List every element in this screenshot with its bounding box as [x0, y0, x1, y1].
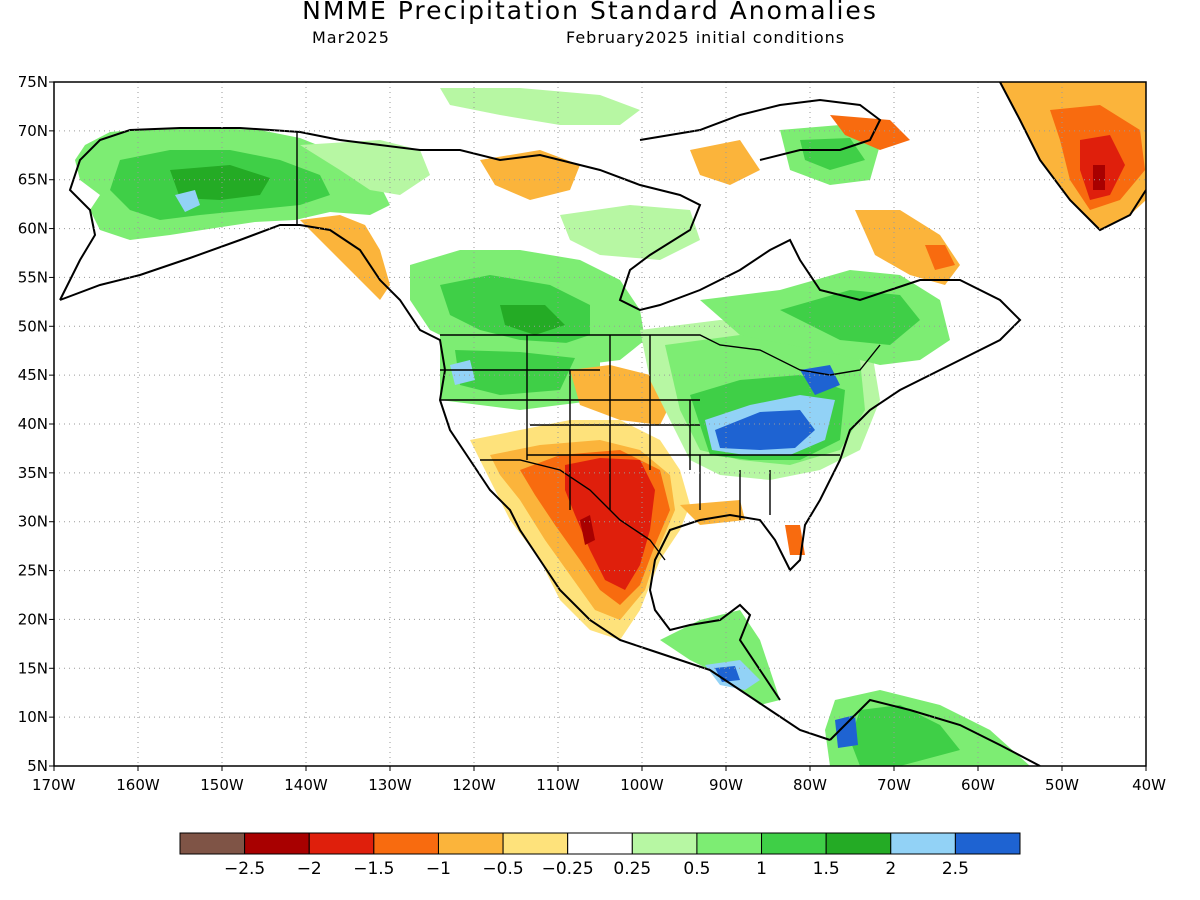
colorbar-label: 2: [885, 859, 896, 879]
colorbar-label: −1.5: [353, 859, 394, 879]
anomaly-nw-canada-wet: [300, 140, 430, 195]
colorbar-swatch: [825, 832, 892, 855]
lon-label: 130W: [368, 776, 412, 794]
anomaly-florida-dry: [785, 525, 805, 555]
colorbar-label: −0.25: [542, 859, 594, 879]
lon-label: 40W: [1132, 776, 1166, 794]
colorbar-labels: −2.5 −2 −1.5 −1 −0.5 −0.25 0.25 0.5 1 1.5 2 2.5: [224, 859, 969, 879]
initial-conditions-label: February2025 initial conditions: [566, 28, 846, 47]
lat-label: 35N: [18, 464, 48, 482]
valid-month-label: Mar2025: [312, 28, 390, 47]
political-borders: [296, 132, 881, 561]
colorbar-label: 2.5: [942, 859, 969, 879]
lon-label: 100W: [620, 776, 664, 794]
anomaly-northwest-very-wet: [455, 350, 575, 395]
axis-ticks: [49, 81, 1147, 771]
lat-label: 40N: [18, 415, 48, 433]
colorbar: [179, 832, 1021, 855]
anomaly-baffin-dry: [830, 115, 910, 150]
colorbar-swatch: [373, 832, 439, 855]
lat-label: 10N: [18, 708, 48, 726]
colorbar-label: 0.25: [613, 859, 651, 879]
anomaly-prairies-core: [500, 305, 565, 335]
lat-label: 70N: [18, 122, 48, 140]
colorbar-swatch: [696, 832, 763, 855]
colorbar-swatch: [567, 832, 633, 855]
colorbar-swatch: [631, 832, 698, 855]
colorbar-label: 0.5: [683, 859, 710, 879]
anomaly-greenland-core: [1093, 165, 1105, 190]
lon-label: 90W: [709, 776, 743, 794]
lon-label: 150W: [200, 776, 244, 794]
colorbar-label: −0.5: [482, 859, 523, 879]
graticule: [54, 82, 1146, 766]
colorbar-swatch: [761, 832, 827, 855]
lat-label: 50N: [18, 317, 48, 335]
lat-label: 15N: [18, 659, 48, 677]
lon-label: 50W: [1045, 776, 1079, 794]
colorbar-swatch: [437, 832, 504, 855]
colorbar-label: −2.5: [224, 859, 265, 879]
colorbar-label: 1.5: [813, 859, 840, 879]
lon-label: 170W: [32, 776, 76, 794]
anomaly-colombia-blue: [835, 715, 858, 748]
lon-label: 160W: [116, 776, 160, 794]
anomaly-plains-dry: [570, 365, 670, 425]
anomaly-quebec-very-wet: [780, 290, 920, 345]
colorbar-swatch: [308, 832, 375, 855]
anomaly-yukon-dry: [300, 215, 390, 300]
anomaly-ohio-valley-core: [715, 410, 815, 450]
latitude-labels: 75N 70N 65N 60N 55N 50N 45N 40N 35N 30N 25N 20N 15N 1…: [18, 73, 48, 775]
colorbar-label: 1: [756, 859, 767, 879]
lat-label: 65N: [18, 171, 48, 189]
lat-label: 45N: [18, 366, 48, 384]
anomaly-south-america-very-wet: [850, 705, 960, 766]
colorbar-label: −1: [426, 859, 451, 879]
anomaly-arctic-dry-2: [690, 140, 760, 185]
lat-label: 25N: [18, 562, 48, 580]
lon-label: 60W: [961, 776, 995, 794]
anomaly-ellesmere-wet: [440, 88, 640, 125]
anomaly-montana-blue: [450, 360, 475, 385]
anomaly-texas-strong-dry: [565, 458, 655, 590]
lon-label: 70W: [877, 776, 911, 794]
lon-label: 120W: [452, 776, 496, 794]
coastlines: [59, 82, 1146, 766]
lon-label: 140W: [284, 776, 328, 794]
anomaly-gulf-dry: [680, 500, 745, 525]
anomaly-texas-core: [580, 515, 595, 545]
colorbar-label: −2: [297, 859, 322, 879]
lat-label: 5N: [27, 757, 48, 775]
lon-label: 80W: [793, 776, 827, 794]
longitude-labels: 170W 160W 150W 140W 130W 120W 110W 100W 90W 80W 70…: [32, 776, 1166, 794]
lat-label: 30N: [18, 513, 48, 531]
colorbar-swatch: [244, 832, 310, 855]
colorbar-swatch: [179, 832, 246, 855]
anomaly-baffin-very-wet: [800, 138, 865, 170]
lat-label: 55N: [18, 268, 48, 286]
lat-label: 75N: [18, 73, 48, 91]
colorbar-swatch: [890, 832, 956, 855]
chart-title: NMME Precipitation Standard Anomalies: [302, 0, 878, 25]
lat-label: 20N: [18, 610, 48, 628]
anomaly-labrador-moderate: [925, 245, 955, 270]
lat-label: 60N: [18, 220, 48, 238]
anomaly-arctic-dry: [480, 150, 580, 200]
colorbar-swatch: [954, 832, 1021, 855]
lon-label: 110W: [536, 776, 580, 794]
anomaly-alaska-blue: [175, 190, 200, 212]
colorbar-swatch: [502, 832, 569, 855]
